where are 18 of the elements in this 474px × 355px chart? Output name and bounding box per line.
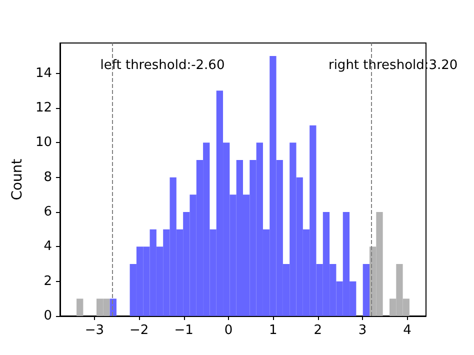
- y-tick-label: 14: [35, 66, 52, 81]
- y-tick-label: 12: [35, 100, 52, 116]
- y-axis-title: Count: [10, 158, 26, 200]
- y-tick-label: 0: [44, 308, 52, 324]
- y-tick-label: 8: [44, 170, 52, 185]
- x-tick-label: 1: [269, 323, 278, 338]
- y-tick-label: 6: [44, 204, 52, 220]
- ref-line-label: left threshold:-2.60: [100, 58, 225, 73]
- y-tick-label: 2: [44, 274, 52, 289]
- y-tick-label: 4: [44, 239, 52, 254]
- y-tick-label: 10: [35, 135, 52, 150]
- x-tick-label: 0: [224, 323, 233, 338]
- x-tick-label: 4: [403, 323, 412, 338]
- x-tick-label: −3: [84, 323, 104, 338]
- x-tick-label: −2: [130, 323, 149, 338]
- x-tick-label: 2: [314, 323, 322, 338]
- x-tick-label: 3: [358, 323, 367, 338]
- x-tick-label: −1: [174, 323, 194, 338]
